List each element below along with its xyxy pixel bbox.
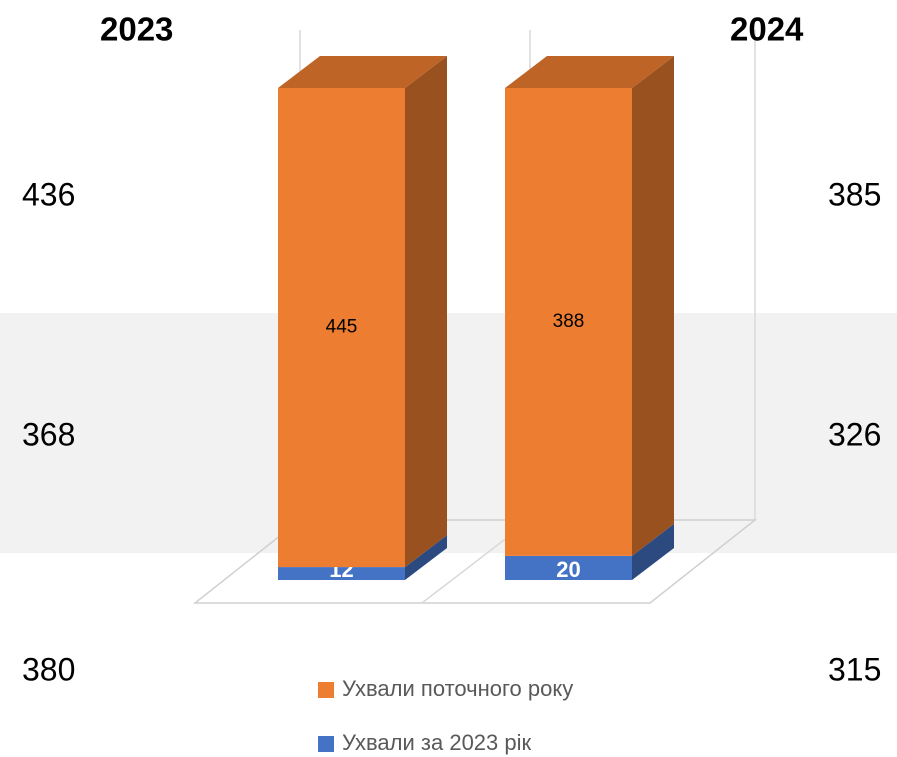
- legend-label: Ухвали поточного року: [342, 676, 573, 701]
- data-label: 388: [553, 311, 585, 332]
- side-value: 368: [22, 416, 75, 452]
- legend-swatch: [318, 682, 334, 698]
- year-header: 2024: [730, 11, 804, 48]
- bar-front: [278, 88, 405, 568]
- data-label: 445: [326, 317, 358, 338]
- bar-segment: [505, 523, 674, 580]
- bar-front: [278, 567, 405, 580]
- legend-label: Ухвали за 2023 рік: [342, 730, 532, 755]
- side-value: 315: [828, 651, 881, 687]
- bar-side: [405, 56, 447, 568]
- bar-side: [632, 56, 674, 556]
- bar-front: [505, 88, 632, 556]
- side-value: 380: [22, 651, 75, 687]
- year-header: 2023: [100, 11, 173, 48]
- side-value: 436: [22, 176, 75, 212]
- side-value: 326: [828, 416, 881, 452]
- bar-segment: [278, 56, 447, 568]
- bar-segment: [278, 535, 447, 580]
- bar-side: [632, 523, 674, 580]
- bar-segment: [505, 56, 674, 556]
- bar-top: [278, 56, 447, 88]
- side-value: 385: [828, 176, 881, 212]
- legend-swatch: [318, 736, 334, 752]
- bar-top: [505, 56, 674, 88]
- bar-side: [405, 535, 447, 580]
- data-label: 20: [556, 557, 580, 582]
- band: [0, 313, 897, 553]
- bar-front: [505, 555, 632, 580]
